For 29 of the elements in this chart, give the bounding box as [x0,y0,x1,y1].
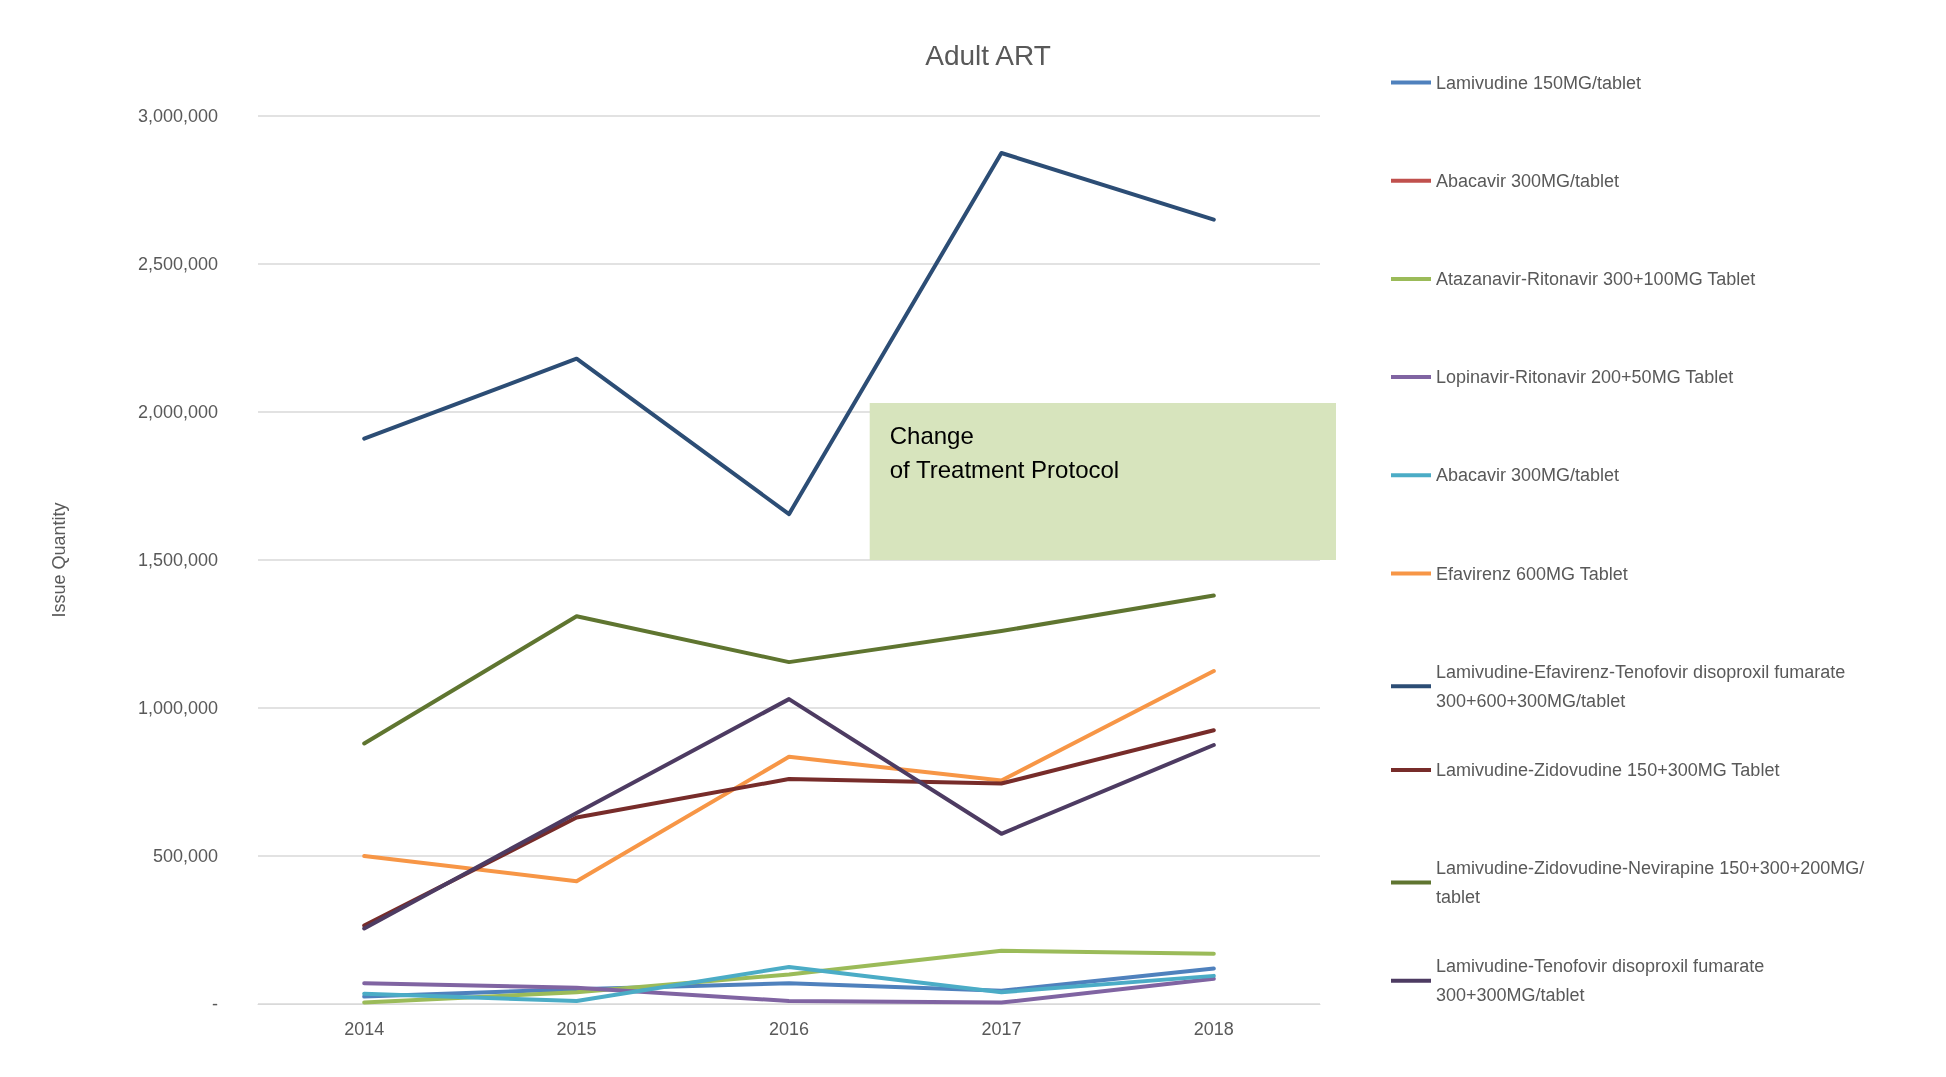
y-axis-title: Issue Quantity [49,502,69,618]
x-tick-label: 2017 [981,1019,1022,1039]
x-tick-label: 2018 [1193,1019,1234,1039]
y-tick-label: 1,000,000 [137,698,218,718]
line-series [362,593,1216,746]
chart-title: Adult ART [925,39,1051,71]
legend-label: Lopinavir-Ritonavir 200+50MG Tablet [1436,367,1734,388]
y-tick-label: 1,500,000 [137,550,218,570]
y-tick-label: 500,000 [152,846,218,866]
line-series [362,976,1216,1005]
x-tick-label: 2016 [768,1019,810,1039]
legend-label: Efavirenz 600MG Tablet [1436,563,1628,584]
y-tick-label: 2,000,000 [137,402,218,422]
legend-label: Abacavir 300MG/tablet [1436,465,1620,486]
legend-label: Abacavir 300MG/tablet [1436,170,1620,191]
y-tick-label: - [212,994,218,1014]
legend-label: Lamivudine-Zidovudine 150+300MG Tablet [1436,759,1780,780]
legend-label: Atazanavir-Ritonavir 300+100MG Tablet [1436,268,1756,289]
legend-label: Lamivudine-Zidovudine-Nevirapine 150+300+200MG/tablet [1436,858,1865,908]
y-tick-label: 2,500,000 [137,254,218,274]
x-tick-label: 2015 [556,1019,597,1039]
legend-label: Lamivudine 150MG/tablet [1436,72,1642,93]
legend-label: Lamivudine-Efavirenz-Tenofovir disoproxil fumarate 300+600+300MG/tablet [1436,661,1851,711]
band-label: Change of Treatment Protocol [889,421,1120,483]
line-series [362,151,1216,517]
y-tick-label: 3,000,000 [137,106,218,126]
x-tick-label: 2014 [344,1019,385,1039]
line-series [362,669,1216,884]
legend-label: Lamivudine-Tenofovir disoproxil fumarate 300+300MG/tablet [1436,956,1770,1006]
